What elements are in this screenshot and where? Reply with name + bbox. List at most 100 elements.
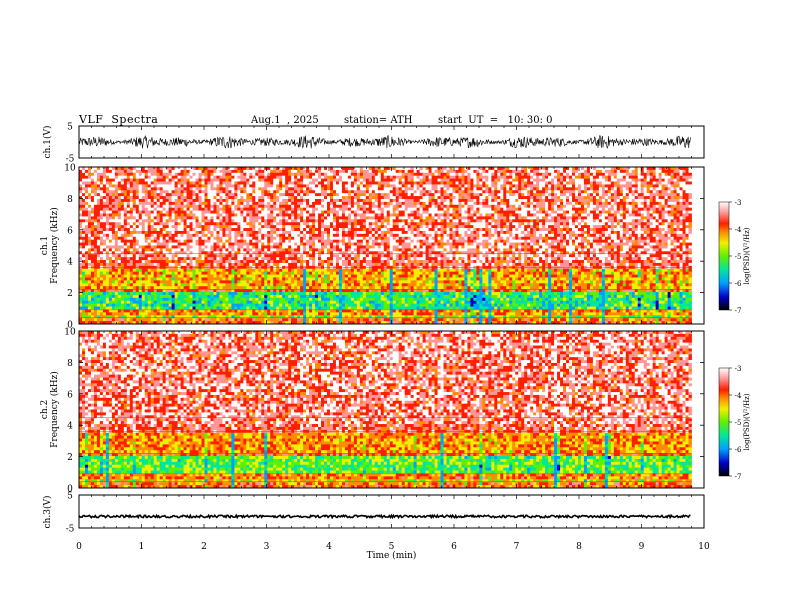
ch1-spec-cell [416,178,421,182]
ch1-spec-cell [108,216,113,220]
ch1-spec-cell [524,184,528,188]
ch1-spec-cell [329,190,334,194]
ch1-spec-cell [521,201,525,206]
ch1-spec-cell [189,178,193,182]
ch1-spec-cell [512,213,516,217]
ch1-spec-cell [138,181,143,185]
ch1-spec-cell [494,228,498,232]
ch1-spec-cell [207,210,211,214]
ch1-spec-cell [616,230,621,235]
ch1-spec-cell [503,207,507,212]
ch1-spec-cell [533,222,537,226]
ch1-spec-cell [135,228,140,232]
ch1-spec-cell [679,228,683,232]
ch1-spec-cell [132,196,137,200]
ch1-spec-cell [255,181,259,185]
ch1-spec-cell [383,184,388,188]
ch1-spec-cell [407,167,412,171]
ch1-spec-cell [291,198,295,203]
ch1-spec-cell [201,167,205,171]
ch1-spec-cell [395,210,400,214]
ch1-spec-cell [219,184,223,188]
ch1-spec-cell [371,184,376,188]
ch1-spec-cell [279,201,283,206]
ch1-spec-cell [631,210,636,214]
ch1-spec-cell [380,169,385,174]
ch1-spec-cell [479,201,483,206]
ch1-spec-cell [129,201,134,206]
ch1-spec-cell [401,222,406,226]
ch1-spec-cell [515,210,519,214]
ch1-spec-cell [479,178,483,182]
ch1-spec-cell [464,207,468,212]
ch1-spec-cell [335,213,340,217]
ch1-spec-cell [312,228,316,232]
ch1-spec-cell [566,233,570,238]
ch1-spec-cell [491,228,495,232]
ch1-spec-cell [640,213,645,217]
ch1-spec-cell [273,228,277,232]
ch1-spec-cell [329,207,334,212]
ch1-spec-cell [443,178,447,182]
ch1-spec-cell [240,169,244,174]
ch1-spec-cell [288,233,292,238]
ch1-spec-cell [189,228,193,232]
ch1-spec-cell [586,169,591,174]
ch1-spec-cell [165,230,170,235]
ch1-spec-cell [282,228,286,232]
ch1-spec-cell [359,184,364,188]
ch1-spec-cell [332,196,337,200]
ch1-spec-cell [631,230,636,235]
ch1-spec-cell [607,222,612,226]
date-label: Aug.1 , 2025 [251,115,319,126]
ch1-spec-cell [222,172,226,177]
ch1-spec-cell [96,190,101,194]
ch1-spec-cell [443,204,447,209]
ch1-spec-cell [111,233,116,238]
ch1-spec-cell [282,193,286,197]
ch1-spec-cell [324,175,328,180]
ch1-spec-cell [577,210,582,214]
ch1-spec-cell [437,181,441,185]
ch1-spec-cell [655,228,660,232]
ch1-spec-cell [530,169,534,174]
ch1-spec-cell [207,201,211,206]
ch1-spec-cell [84,167,89,171]
ch1-spec-cell [398,204,403,209]
ch1-spec-cell [234,204,238,209]
ch1-spec-cell [300,228,304,232]
ch1-spec-cell [431,230,435,235]
ch1-spec-cell [530,181,534,185]
ch1-spec-cell [300,196,304,200]
ch1-spec-cell [234,207,238,212]
ch1-spec-cell [153,187,158,191]
ch1-spec-cell [607,184,612,188]
ch1-spec-cell [195,210,199,214]
ch1-spec-cell [458,196,462,200]
ch1-spec-cell [604,216,609,220]
ch1-spec-cell [640,230,645,235]
ch1-spec-cell [482,172,486,177]
ch1-spec-cell [679,198,683,203]
ch1-spec-cell [90,193,95,197]
ch1-spec-cell [479,210,483,214]
ch1-spec-cell [527,193,531,197]
ch1-spec-cell [404,187,409,191]
ch1-spec-cell [533,219,537,223]
ch1-spec-cell [156,178,161,182]
ch1-spec-cell [338,167,343,171]
ch1-spec-cell [601,207,606,212]
ch1-spec-cell [126,167,131,171]
ch1-spec-cell [613,175,618,180]
ch1-spec-cell [580,175,585,180]
ch1-spec-cell [341,169,346,174]
ch1-spec-cell [392,178,397,182]
ch1-spec-cell [524,222,528,226]
ch1-spec-cell [598,219,603,223]
ch1-spec-cell [545,193,549,197]
ch1-spec-cell [335,184,340,188]
ch1-spec-cell [601,198,606,203]
ch1-spec-cell [285,210,289,214]
ch1-spec-cell [324,228,328,232]
ch1-spec-cell [207,169,211,174]
